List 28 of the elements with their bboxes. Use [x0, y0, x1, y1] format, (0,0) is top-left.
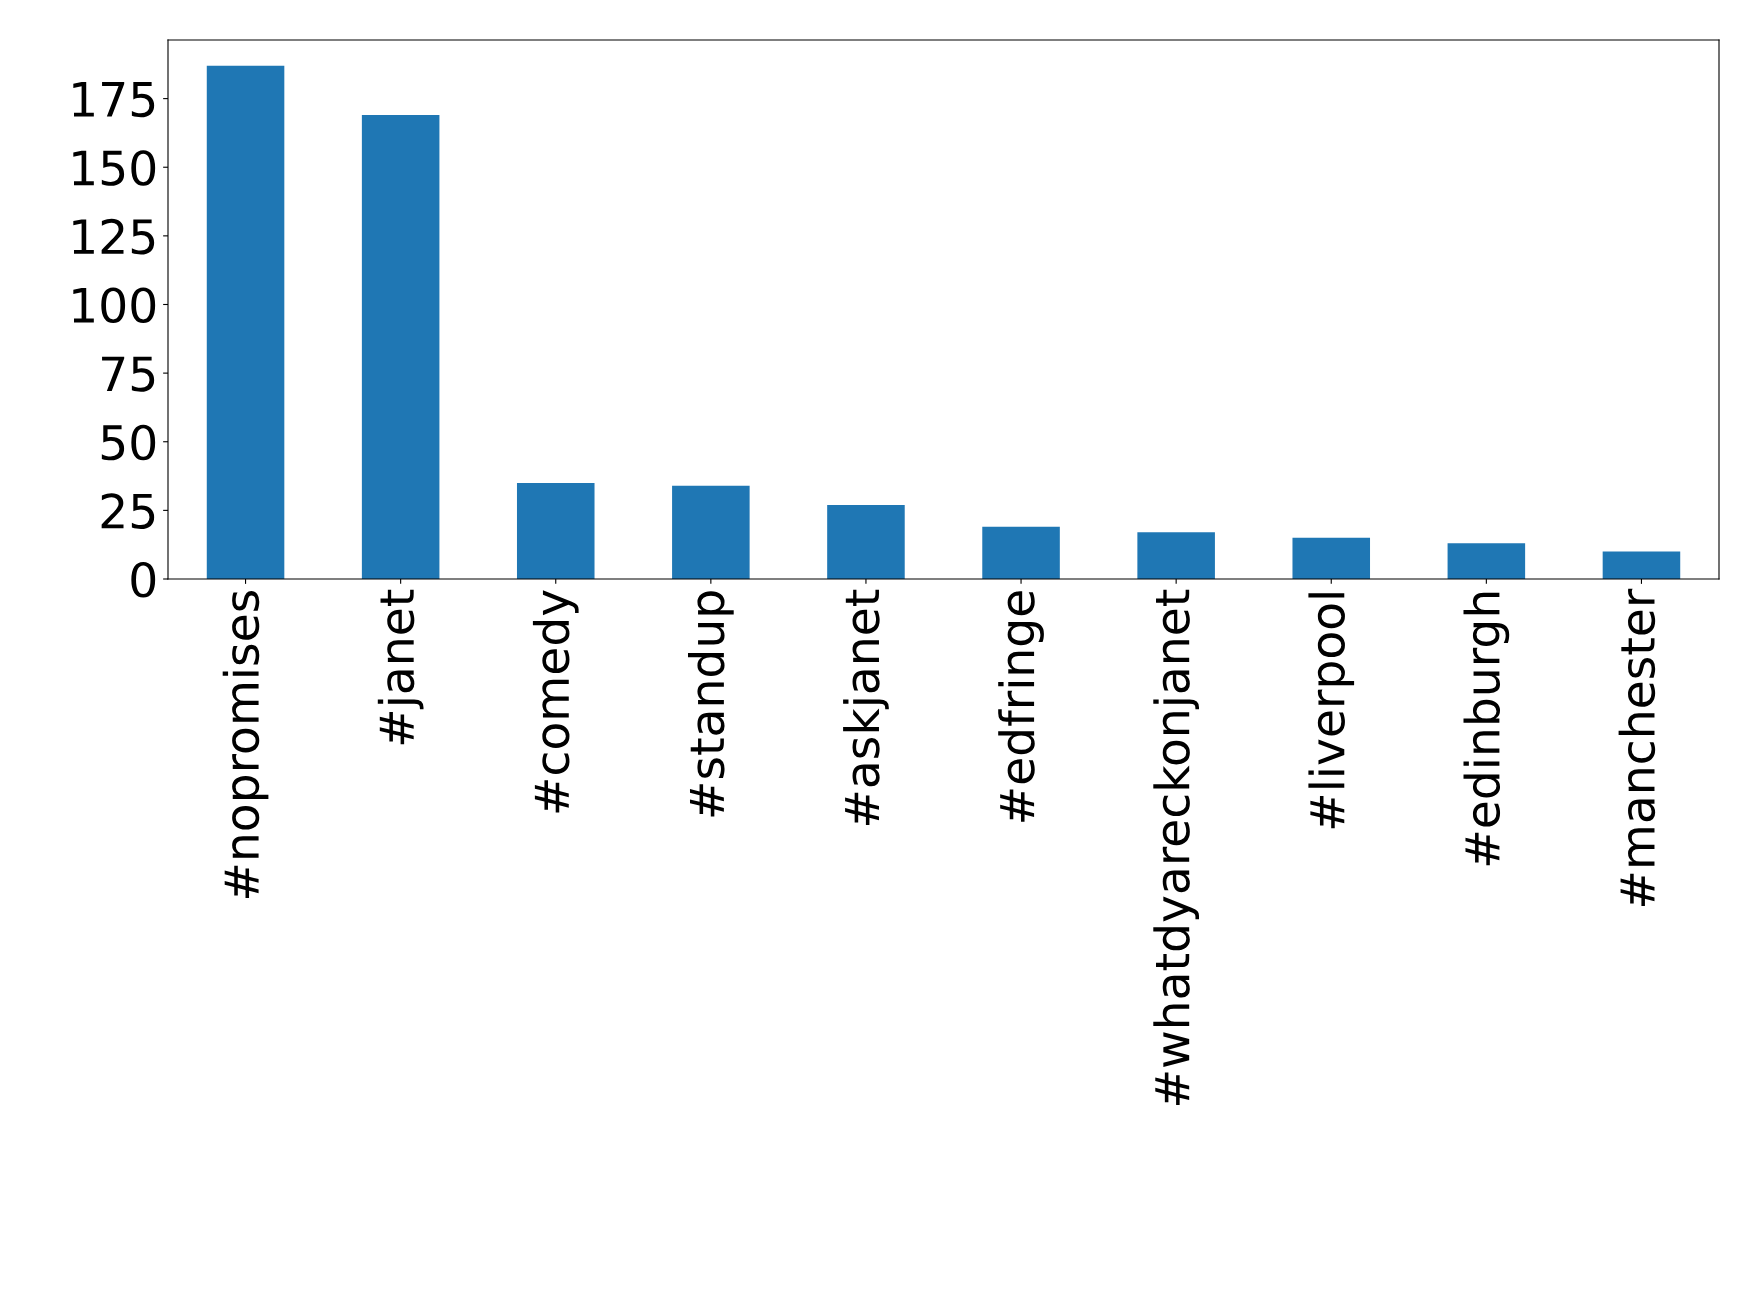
x-tick-label: #janet [377, 589, 424, 745]
y-tick-label: 75 [102, 356, 155, 392]
x-tick-label: #edinburgh [1463, 592, 1510, 866]
bar [206, 65, 285, 579]
x-tick-label: #whatdyareckonjanet [1153, 589, 1199, 1105]
x-tick-label: #comedy [532, 590, 579, 813]
y-tick-label: 0 [131, 561, 156, 598]
y-tick-label: 100 [73, 287, 156, 324]
bar [982, 526, 1060, 579]
bar [827, 504, 905, 579]
y-tick-label: 175 [73, 82, 155, 118]
x-tick-label: #standup [688, 591, 734, 817]
x-tick-label: #askjanet [843, 589, 889, 826]
y-tick-label: 25 [101, 493, 155, 529]
x-tick-label: #edfringe [998, 591, 1044, 822]
x-tick-label: #manchester [1618, 588, 1656, 907]
y-tick-label: 50 [101, 424, 156, 461]
bar [361, 115, 440, 579]
bar [1137, 532, 1215, 579]
x-tick-label: #nopromises [222, 591, 269, 899]
bar [672, 485, 750, 579]
bar [516, 482, 595, 579]
bar [1602, 551, 1681, 579]
bar [1447, 543, 1526, 579]
y-tick-label: 150 [73, 150, 156, 186]
bar [1292, 537, 1371, 579]
x-tick-label: #liverpool [1308, 593, 1355, 829]
y-tick-label: 125 [73, 218, 155, 255]
